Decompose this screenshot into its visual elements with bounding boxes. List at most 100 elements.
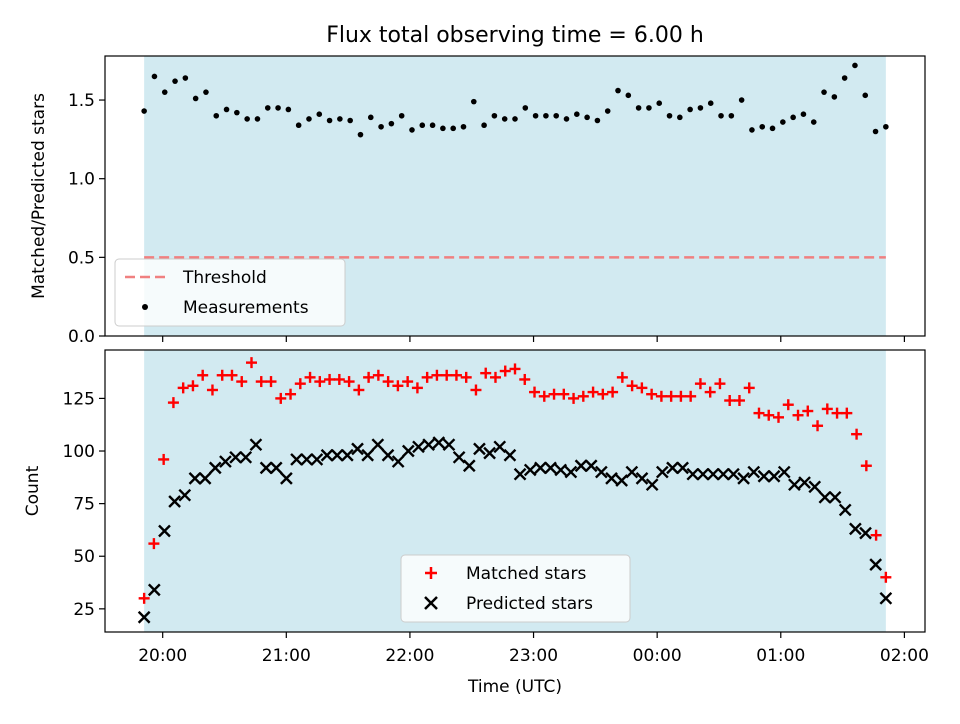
matched-star-point (773, 411, 785, 423)
measurement-point (151, 73, 158, 80)
matched-star-point (294, 378, 306, 390)
legend-measurements-label: Measurements (183, 298, 309, 318)
matched-star-point (343, 376, 355, 388)
matched-star-point (802, 405, 814, 417)
measurement-point (666, 112, 673, 119)
measurement-point (584, 114, 590, 121)
measurement-point (687, 106, 693, 113)
measurement-point (738, 97, 745, 103)
measurement-point (883, 123, 889, 130)
predicted-star-point (798, 476, 811, 489)
measurement-point (450, 125, 456, 132)
predicted-star-point (879, 591, 893, 605)
predicted-star-point (341, 448, 354, 462)
measurement-point (625, 92, 632, 99)
predicted-star-point (757, 469, 771, 483)
matched-star-point (597, 388, 609, 400)
predicted-star-point (371, 438, 385, 452)
measurement-point (398, 112, 405, 119)
measurement-point (718, 112, 724, 119)
x-tick-label: 01:00 (756, 646, 805, 666)
matched-star-point (665, 390, 677, 402)
matched-star-point (441, 369, 453, 381)
measurement-point (635, 105, 642, 111)
predicted-star-point (777, 465, 791, 479)
matched-star-point (489, 371, 501, 383)
predicted-star-point (412, 440, 425, 454)
predicted-star-point (178, 488, 192, 502)
measurement-point (810, 119, 817, 125)
predicted-star-point (818, 490, 832, 504)
matched-star-point (333, 373, 345, 385)
predicted-star-point (676, 461, 689, 475)
predicted-star-point (666, 461, 679, 475)
measurement-point (821, 89, 827, 95)
predicted-star-point (584, 459, 598, 473)
matched-star-point (255, 376, 267, 388)
predicted-star-point (554, 463, 568, 477)
chart-title: Flux total observing time = 6.00 h (326, 23, 704, 48)
matched-star-point (324, 373, 336, 385)
predicted-star-point (351, 442, 364, 456)
measurement-point (316, 111, 323, 118)
measurement-point (872, 128, 879, 135)
matched-star-point (421, 371, 433, 383)
predicted-star-point (381, 448, 395, 462)
matched-star-point (480, 367, 492, 379)
measurement-point (161, 89, 168, 95)
predicted-star-point (168, 495, 181, 508)
predicted-star-point (869, 558, 883, 572)
matched-star-point (460, 371, 472, 383)
matched-star-point (733, 395, 745, 407)
predicted-star-point (767, 469, 781, 483)
measurement-point (244, 116, 250, 122)
matched-star-point (275, 392, 287, 404)
predicted-star-point (747, 465, 761, 479)
matched-star-point (529, 386, 541, 398)
matched-star-point (880, 571, 892, 583)
matched-star-point (831, 407, 843, 419)
matched-star-point (450, 369, 462, 381)
predicted-star-point (320, 448, 334, 462)
predicted-star-point (615, 474, 629, 487)
matched-star-point (158, 453, 170, 465)
measurement-point (604, 108, 611, 114)
measurement-point (470, 98, 477, 105)
measurement-point (852, 62, 858, 69)
matched-star-point (411, 382, 423, 394)
measurement-point (656, 100, 663, 106)
matched-star-point (372, 369, 384, 381)
top-axes-frame (104, 55, 926, 337)
matched-star-point (743, 382, 755, 394)
measurement-point (306, 116, 312, 122)
measurement-point (594, 117, 601, 124)
matched-star-point (558, 388, 570, 400)
predicted-star-point (574, 459, 588, 473)
matched-star-point (236, 376, 248, 388)
measurement-point (543, 112, 549, 119)
measurement-point (780, 119, 786, 125)
measurement-point (182, 75, 189, 81)
matched-star-point (138, 592, 150, 604)
measurement-point (707, 100, 714, 106)
measurement-point (831, 94, 838, 100)
matched-star-point (226, 369, 238, 381)
matched-star-point (363, 371, 375, 383)
measurement-point (337, 116, 343, 122)
measurement-point (615, 87, 621, 94)
x-tick-label: 22:00 (385, 646, 434, 666)
predicted-star-point (259, 461, 273, 475)
predicted-star-point (147, 583, 161, 597)
matched-star-point (782, 399, 794, 411)
predicted-star-point (737, 472, 750, 485)
matched-star-point (402, 376, 414, 388)
measurement-point (512, 116, 518, 122)
bottom-y-axis-label: Count (23, 465, 43, 516)
predicted-star-point (188, 472, 202, 485)
legend-matched-marker (425, 567, 437, 579)
predicted-star-point (361, 448, 375, 462)
measurement-point (347, 117, 353, 124)
predicted-star-point (655, 465, 669, 479)
predicted-star-point (452, 450, 466, 464)
